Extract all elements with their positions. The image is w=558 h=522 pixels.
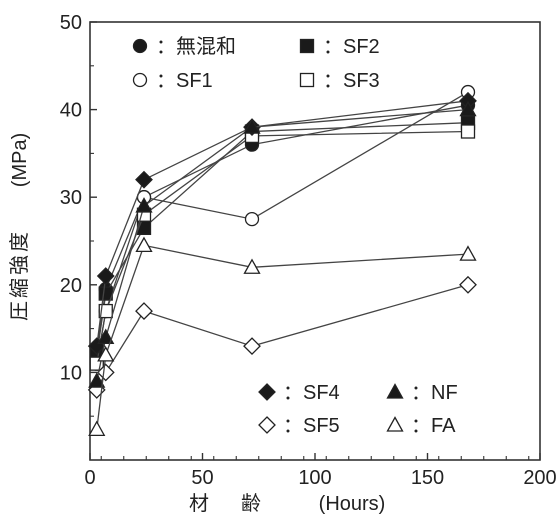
data-point — [460, 124, 476, 139]
data-point — [243, 337, 261, 356]
legend-item: ：SF2 — [299, 36, 380, 58]
data-point — [135, 236, 153, 253]
legend-label: ：SF2 — [323, 36, 380, 58]
legend: ：無混和 ：SF2 ：SF1 ：SF3 ：SF4 ：NF ：SF5 ：FA — [132, 35, 458, 437]
data-point — [459, 275, 477, 294]
data-point — [88, 372, 106, 388]
legend-marker — [386, 416, 404, 432]
legend-marker — [132, 38, 148, 54]
x-axis-title: 材 齢 (Hours) — [189, 491, 385, 515]
data-point — [244, 211, 260, 227]
data-point — [135, 170, 153, 189]
data-point — [98, 303, 113, 319]
series-line — [96, 108, 469, 382]
data-point — [459, 245, 477, 261]
data-point — [97, 328, 115, 345]
legend-item: ：SF5 — [258, 415, 340, 437]
y-tick-label: 50 — [60, 12, 82, 34]
x-tick-label: 50 — [191, 467, 213, 489]
data-point — [96, 267, 115, 285]
legend-item: ：SF1 — [132, 70, 213, 92]
legend-marker — [299, 72, 315, 88]
y-axis-unit: (MPa) — [9, 133, 31, 187]
y-tick-label: 10 — [60, 362, 82, 384]
legend-marker — [386, 383, 404, 399]
legend-marker — [258, 383, 276, 401]
data-point — [243, 118, 261, 134]
legend-label: ：FA — [411, 415, 456, 437]
data-point — [97, 346, 115, 362]
data-point — [88, 420, 106, 436]
legend-label: ：SF4 — [283, 382, 340, 404]
x-axis-unit: (Hours) — [319, 493, 386, 515]
legend-item: ：無混和 — [132, 35, 236, 58]
y-axis-title-jp: 圧縮強度 — [7, 229, 31, 321]
y-tick-label: 30 — [60, 187, 82, 209]
y-axis-title: 圧縮強度 (MPa) — [7, 133, 31, 321]
legend-marker — [299, 38, 315, 54]
series-SF4 — [87, 91, 477, 356]
axis-ticks: 0 50 100 150 200 10 20 30 40 50 — [60, 12, 557, 489]
y-tick-label: 40 — [60, 100, 82, 122]
series-line — [96, 122, 469, 355]
series-layer — [87, 84, 477, 436]
x-tick-label: 150 — [411, 467, 444, 489]
series-FA — [88, 236, 477, 436]
legend-label: ：SF3 — [323, 70, 380, 92]
legend-label: ：SF1 — [156, 70, 213, 92]
x-tick-label: 200 — [523, 467, 556, 489]
data-point — [96, 363, 115, 382]
data-point — [135, 197, 153, 213]
data-point — [135, 302, 153, 320]
series-line — [96, 284, 469, 391]
legend-marker — [258, 416, 276, 434]
x-tick-label: 100 — [298, 467, 331, 489]
legend-item: ：NF — [386, 382, 458, 404]
data-point — [243, 258, 261, 274]
series-line — [96, 100, 469, 347]
data-point — [459, 100, 477, 117]
x-axis-title-jp: 材 齢 — [189, 491, 267, 515]
legend-label: ：NF — [411, 382, 458, 404]
series-SF5 — [87, 275, 477, 399]
legend-marker — [132, 72, 148, 88]
legend-item: ：SF4 — [258, 382, 340, 404]
series-SF2 — [89, 115, 476, 363]
legend-label: ：SF5 — [283, 415, 340, 437]
legend-label: ：無混和 — [156, 35, 236, 58]
x-tick-label: 0 — [84, 467, 95, 489]
legend-item: ：SF3 — [299, 70, 380, 92]
y-tick-label: 20 — [60, 275, 82, 297]
series-SF3 — [89, 124, 476, 371]
legend-item: ：FA — [386, 415, 456, 437]
